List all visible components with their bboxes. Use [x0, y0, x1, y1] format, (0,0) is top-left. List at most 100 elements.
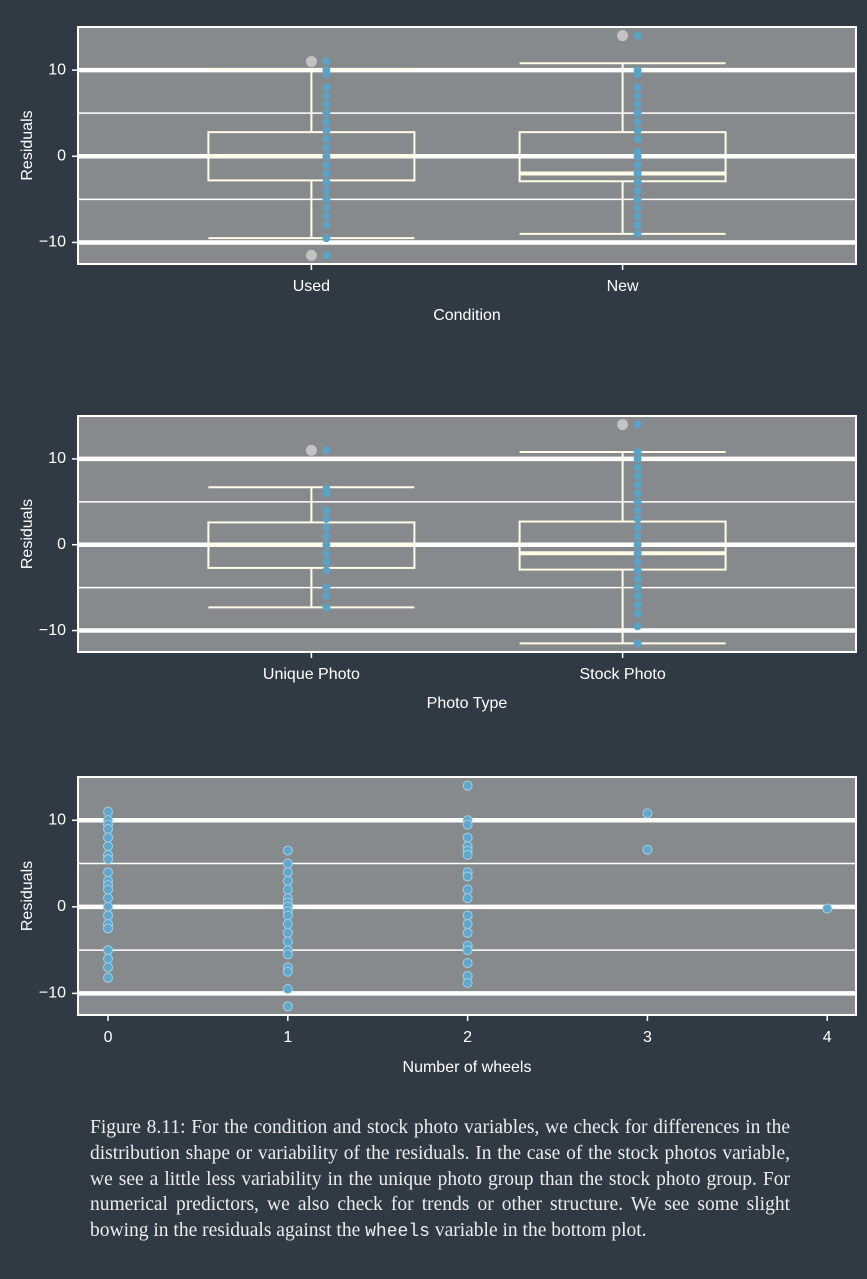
- point: [633, 549, 642, 558]
- point: [462, 958, 473, 969]
- point: [103, 832, 114, 843]
- plot-area: [77, 26, 857, 265]
- point: [282, 910, 293, 921]
- point: [633, 540, 642, 549]
- point: [282, 875, 293, 886]
- point: [462, 780, 473, 791]
- point: [322, 603, 331, 612]
- point: [633, 420, 642, 429]
- point: [633, 532, 642, 541]
- point: [322, 540, 331, 549]
- y-axis-label: Residuals: [19, 861, 36, 931]
- point: [633, 126, 642, 135]
- point: [633, 514, 642, 523]
- point: [282, 845, 293, 856]
- point: [633, 100, 642, 109]
- point: [633, 195, 642, 204]
- x-tick-label: Unique Photo: [263, 666, 360, 683]
- point: [322, 514, 331, 523]
- outlier: [617, 30, 629, 42]
- point: [462, 871, 473, 882]
- outlier: [617, 419, 629, 431]
- point: [322, 523, 331, 532]
- box: [518, 520, 727, 571]
- y-tick-label: −10: [39, 985, 66, 1002]
- point: [103, 945, 114, 956]
- point: [322, 117, 331, 126]
- point: [633, 31, 642, 40]
- point: [462, 945, 473, 956]
- point: [642, 844, 653, 855]
- caption-code: wheels: [365, 1222, 430, 1243]
- point: [322, 489, 331, 498]
- y-tick-label: 10: [48, 450, 66, 467]
- x-tick-label: 3: [643, 1029, 652, 1046]
- point: [322, 100, 331, 109]
- point: [322, 221, 331, 230]
- point: [633, 575, 642, 584]
- x-tick-label: 0: [104, 1029, 113, 1046]
- point: [282, 919, 293, 930]
- point: [103, 953, 114, 964]
- point: [633, 83, 642, 92]
- point: [282, 927, 293, 938]
- point: [282, 884, 293, 895]
- point: [282, 984, 293, 995]
- point: [322, 195, 331, 204]
- point: [103, 841, 114, 852]
- point: [282, 867, 293, 878]
- x-tick-label: 1: [283, 1029, 292, 1046]
- point: [633, 454, 642, 463]
- point: [822, 903, 833, 914]
- point: [282, 966, 293, 977]
- point: [633, 178, 642, 187]
- x-tick-label: 2: [463, 1029, 472, 1046]
- point: [633, 221, 642, 230]
- point: [322, 506, 331, 515]
- point: [103, 901, 114, 912]
- x-axis-label: Number of wheels: [403, 1059, 532, 1076]
- y-tick-label: 10: [48, 61, 66, 78]
- y-tick-label: 10: [48, 811, 66, 828]
- point: [322, 143, 331, 152]
- point: [103, 893, 114, 904]
- point: [322, 532, 331, 541]
- point: [633, 506, 642, 515]
- point: [633, 489, 642, 498]
- y-axis-label: Residuals: [19, 110, 36, 180]
- point: [642, 808, 653, 819]
- y-axis-label: Residuals: [19, 499, 36, 569]
- x-tick-label: New: [607, 278, 639, 295]
- point: [462, 927, 473, 938]
- point: [322, 169, 331, 178]
- point: [282, 1001, 293, 1012]
- point: [322, 234, 331, 243]
- point: [282, 949, 293, 960]
- point: [633, 566, 642, 575]
- point: [322, 83, 331, 92]
- caption: Figure 8.11: For the condition and stock…: [90, 1115, 790, 1246]
- point: [633, 622, 642, 631]
- point: [103, 823, 114, 834]
- point: [103, 854, 114, 865]
- point: [633, 592, 642, 601]
- point: [633, 203, 642, 212]
- point: [322, 152, 331, 161]
- point: [462, 910, 473, 921]
- y-tick-label: −10: [39, 234, 66, 251]
- point: [633, 557, 642, 566]
- point: [633, 463, 642, 472]
- caption-text: variable in the bottom plot.: [429, 1220, 647, 1242]
- point: [462, 977, 473, 988]
- point: [103, 884, 114, 895]
- x-tick-label: 4: [823, 1029, 832, 1046]
- outlier: [305, 444, 317, 456]
- y-tick-label: 0: [57, 898, 66, 915]
- y-tick-label: −10: [39, 622, 66, 639]
- point: [462, 884, 473, 895]
- point: [322, 212, 331, 221]
- point: [633, 523, 642, 532]
- caption-text: Figure 8.11: For the condition and stock…: [90, 1117, 790, 1242]
